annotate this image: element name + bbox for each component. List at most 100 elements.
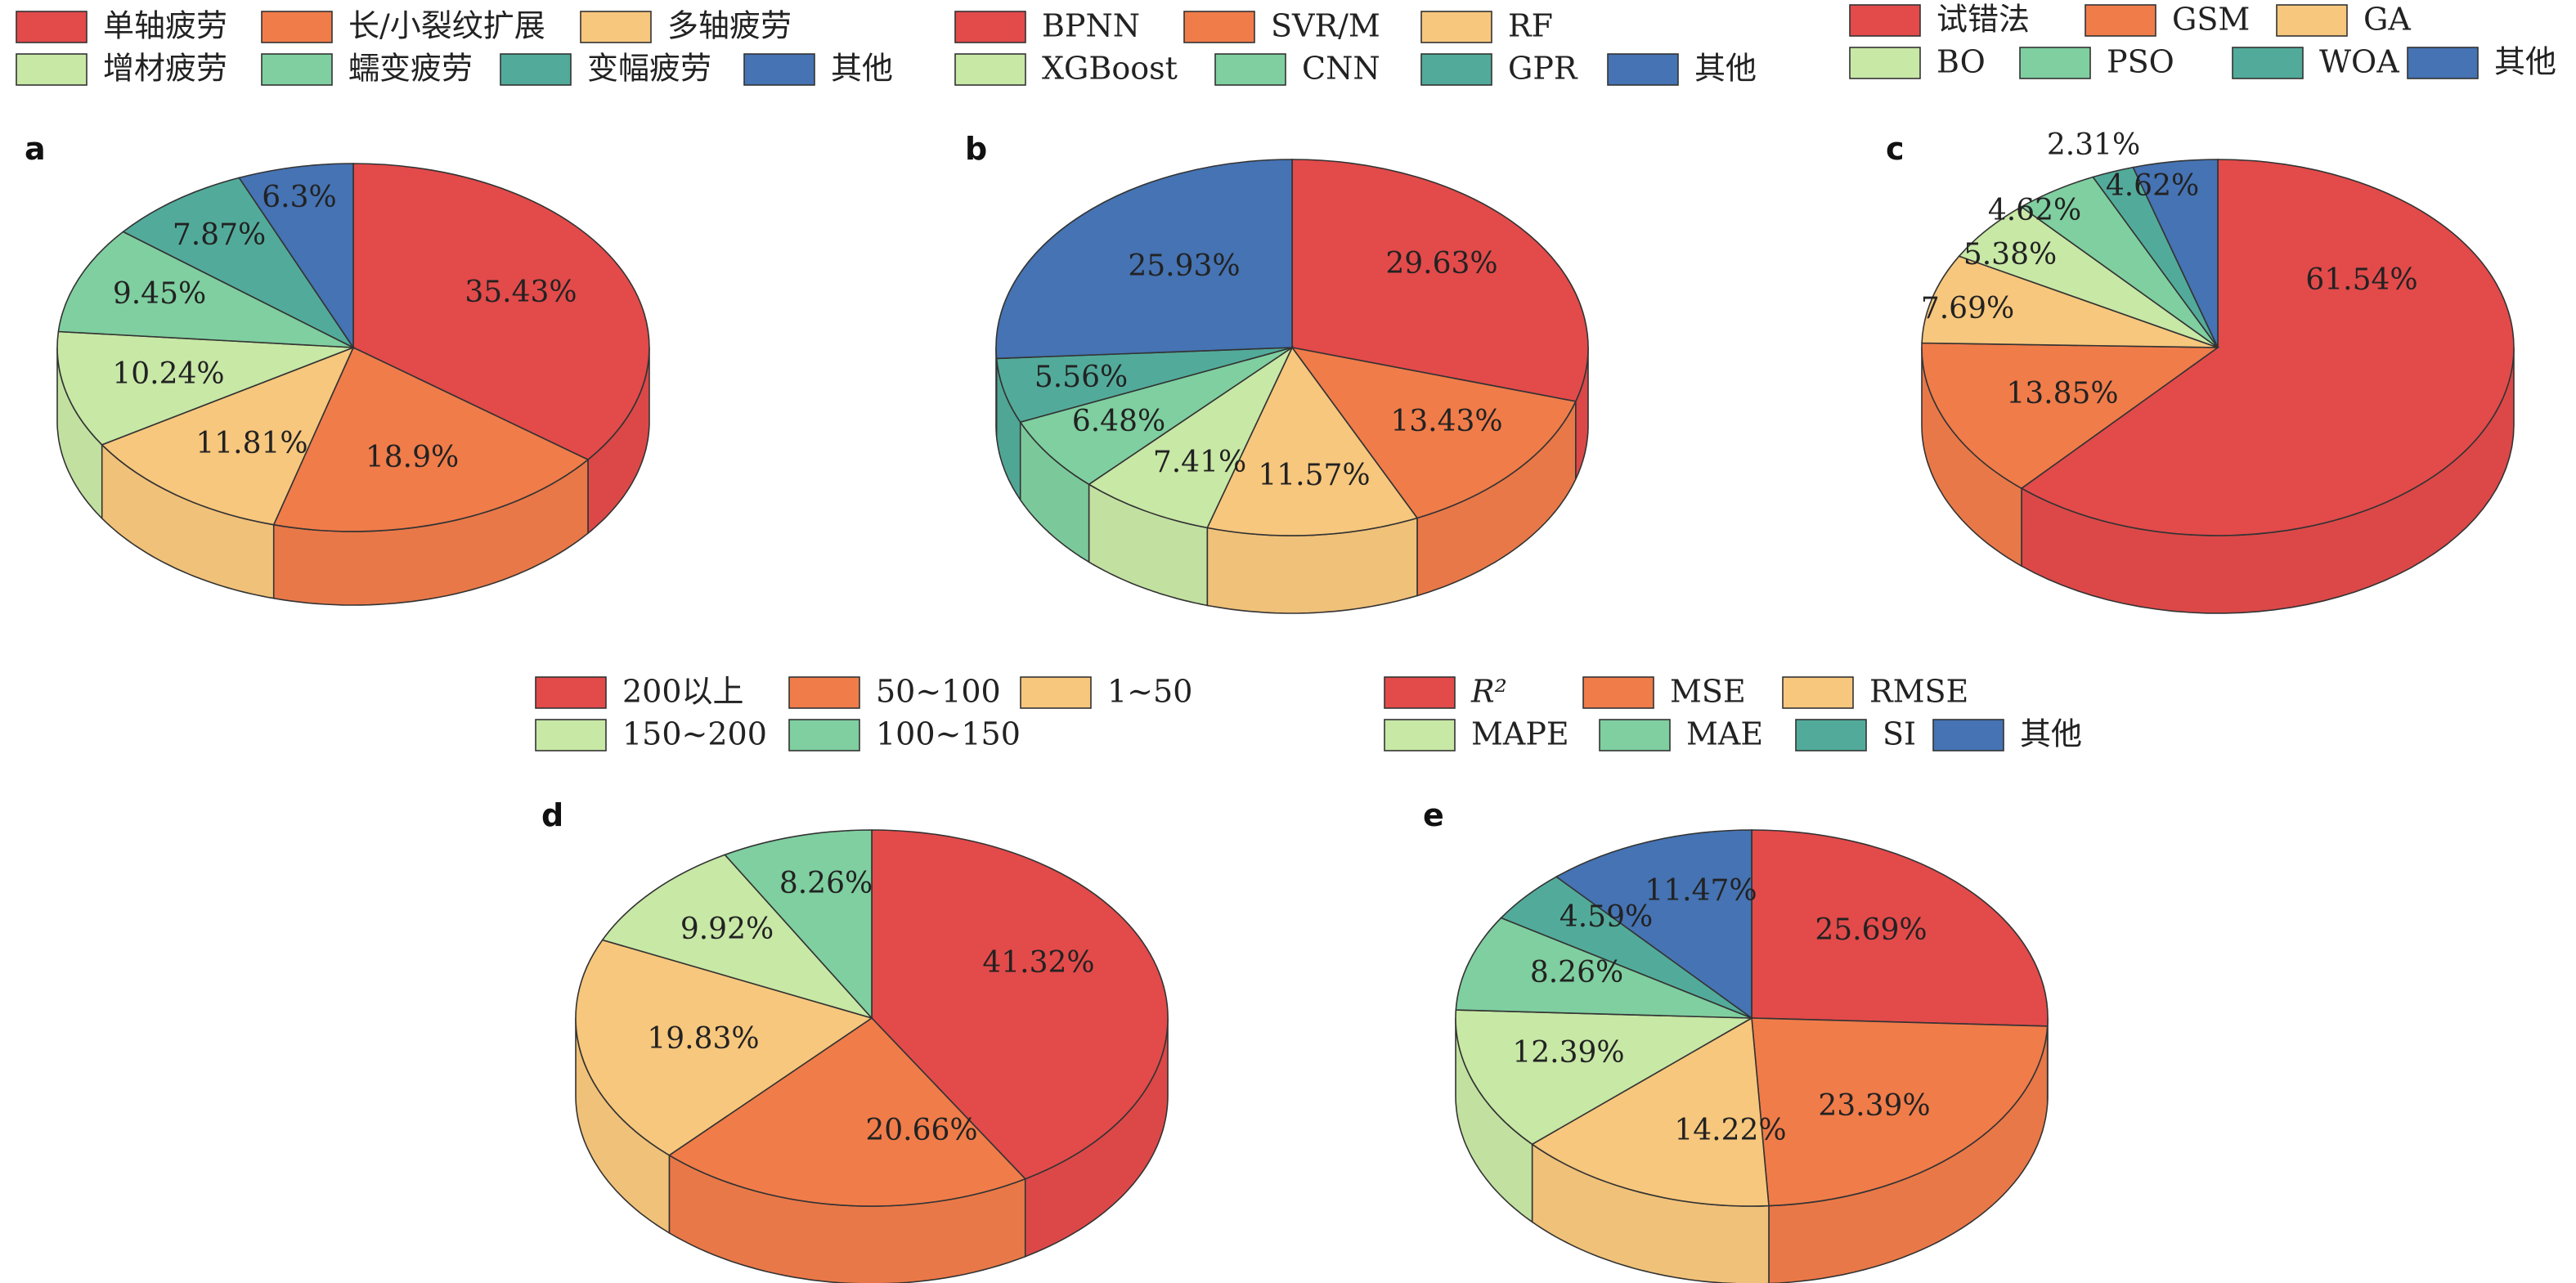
legend: 试错法 GSM GA BO PSO WOA 其他 bbox=[1849, 2, 2556, 80]
panel-letter: d bbox=[541, 797, 563, 833]
legend: R² MSE RMSE MAPE MAE SI 其他 bbox=[1384, 674, 2082, 752]
pie-slice-150-200 bbox=[601, 854, 874, 1020]
legend-entry: 1~50 bbox=[1107, 674, 1192, 710]
slice-label: 2.31% bbox=[2047, 128, 2140, 162]
legend-swatch bbox=[2407, 47, 2479, 79]
legend-swatch bbox=[1582, 676, 1654, 709]
pie-top bbox=[575, 829, 1169, 1207]
pie-slice-r bbox=[1751, 829, 2049, 1027]
legend-swatch bbox=[500, 53, 572, 86]
pie-slice- bbox=[101, 346, 355, 526]
slice-label: 7.41% bbox=[1153, 446, 1246, 479]
legend-swatch bbox=[2085, 4, 2156, 37]
legend-entry: 增材疲劳 bbox=[103, 51, 227, 87]
pie-slice-gsm bbox=[1921, 342, 2220, 490]
legend-entry: 其他 bbox=[2494, 44, 2556, 80]
slice-label: 20.66% bbox=[865, 1114, 977, 1147]
slice-label: 5.56% bbox=[1034, 361, 1128, 394]
legend-entry: GPR bbox=[1508, 51, 1578, 87]
legend-swatch bbox=[2019, 47, 2091, 79]
slice-label: 7.87% bbox=[173, 218, 266, 252]
legend-entry: R² bbox=[1470, 674, 1507, 710]
legend-swatch bbox=[535, 719, 607, 751]
pie-slice- bbox=[352, 163, 650, 461]
slice-label: 14.22% bbox=[1674, 1114, 1786, 1147]
pie-slice-mae bbox=[1455, 917, 1752, 1019]
legend-swatch bbox=[1782, 676, 1854, 709]
slice-label: 19.83% bbox=[647, 1022, 759, 1056]
slice-label: 9.92% bbox=[680, 913, 774, 946]
legend-entry: GSM bbox=[2172, 2, 2250, 38]
legend-swatch bbox=[1795, 719, 1867, 751]
legend-entry: PSO bbox=[2107, 44, 2174, 80]
legend-entry: 50~100 bbox=[876, 674, 1001, 710]
pie-slice-cnn bbox=[1019, 347, 1293, 486]
legend-entry: RF bbox=[1508, 8, 1553, 44]
pie-slice- bbox=[122, 177, 356, 350]
legend-swatch bbox=[580, 11, 652, 43]
slice-label: 9.45% bbox=[113, 277, 206, 311]
panel-letter: e bbox=[1423, 797, 1444, 833]
legend-entry: BO bbox=[1936, 44, 1986, 80]
legend-swatch bbox=[1384, 719, 1456, 751]
legend-entry: 200以上 bbox=[622, 674, 744, 710]
legend-swatch bbox=[16, 53, 88, 86]
slice-label: 12.39% bbox=[1512, 1036, 1624, 1070]
slice-label: 23.39% bbox=[1818, 1089, 1930, 1123]
pie-slice-mse bbox=[1751, 1017, 2049, 1207]
slice-label: 8.26% bbox=[779, 867, 873, 900]
legend-entry: 100~150 bbox=[876, 716, 1021, 752]
legend-swatch bbox=[261, 11, 333, 43]
pie-slice-xgboost bbox=[1088, 345, 1294, 529]
pie-slice-100-150 bbox=[724, 829, 873, 1021]
slice-label: 41.32% bbox=[982, 946, 1094, 980]
legend-swatch bbox=[1849, 4, 1921, 37]
slice-label: 11.57% bbox=[1258, 459, 1370, 492]
legend-swatch bbox=[2276, 4, 2348, 37]
legend-swatch bbox=[261, 53, 333, 86]
legend-swatch bbox=[1214, 53, 1286, 86]
legend-entry: 变幅疲劳 bbox=[587, 51, 711, 87]
pie-top bbox=[1455, 829, 2049, 1207]
legend-entry: SI bbox=[1883, 716, 1916, 752]
legend: BPNN SVR/M RF XGBoost CNN GPR 其他 bbox=[954, 8, 1757, 87]
legend-entry: 其他 bbox=[2020, 716, 2082, 752]
slice-label: 35.43% bbox=[464, 276, 577, 309]
legend-swatch bbox=[2232, 47, 2304, 79]
pie-slice-1-50 bbox=[575, 939, 873, 1156]
pie-slice-bpnn bbox=[1291, 159, 1589, 402]
legend-swatch bbox=[1599, 719, 1671, 751]
pie-slice- bbox=[1555, 829, 1752, 1020]
legend-swatch bbox=[1932, 719, 2004, 751]
pie-slice- bbox=[2020, 159, 2515, 536]
legend-entry: GA bbox=[2363, 2, 2411, 38]
legend-swatch bbox=[1384, 676, 1456, 709]
legend-swatch bbox=[535, 676, 607, 709]
pie-chart-a: 35.43% 18.9% 11.81% 10.24% 9.45% 7.87% 6.3% a 单轴… bbox=[16, 8, 893, 606]
slice-label: 29.63% bbox=[1385, 247, 1497, 280]
slice-label: 6.3% bbox=[262, 181, 336, 214]
pie-top bbox=[56, 163, 650, 532]
slice-label: 10.24% bbox=[112, 357, 224, 391]
legend-entry: XGBoost bbox=[1042, 51, 1178, 87]
slice-label: 25.69% bbox=[1815, 913, 1927, 947]
pie-slice-ga bbox=[1921, 255, 2219, 348]
pie-slice-rf bbox=[1206, 346, 1419, 536]
legend-swatch bbox=[1607, 53, 1679, 86]
pie-side-walls bbox=[56, 348, 650, 606]
legend-entry: MSE bbox=[1670, 674, 1746, 710]
slice-label: 7.69% bbox=[1921, 292, 2014, 325]
panel-letter: c bbox=[1886, 131, 1905, 167]
pie-chart-d: 41.32% 20.66% 19.83% 9.92%8.26% d 200以上 50~100… bbox=[535, 674, 1192, 1283]
legend-entry: RMSE bbox=[1869, 674, 1968, 710]
slice-label: 61.54% bbox=[2305, 263, 2417, 297]
legend-entry: 其他 bbox=[1694, 51, 1757, 87]
legend-swatch bbox=[954, 11, 1026, 43]
legend: 200以上 50~100 1~50 150~200 100~150 bbox=[535, 674, 1192, 752]
slice-label: 5.38% bbox=[1963, 238, 2057, 271]
legend-entry: 单轴疲劳 bbox=[103, 8, 227, 44]
slice-label: 25.93% bbox=[1128, 249, 1240, 283]
slice-label: 4.62% bbox=[1988, 194, 2081, 227]
pie-chart-e: 25.69% 23.39% 14.22% 12.39% 8.26% 4.59%11.47%… bbox=[1384, 674, 2082, 1283]
